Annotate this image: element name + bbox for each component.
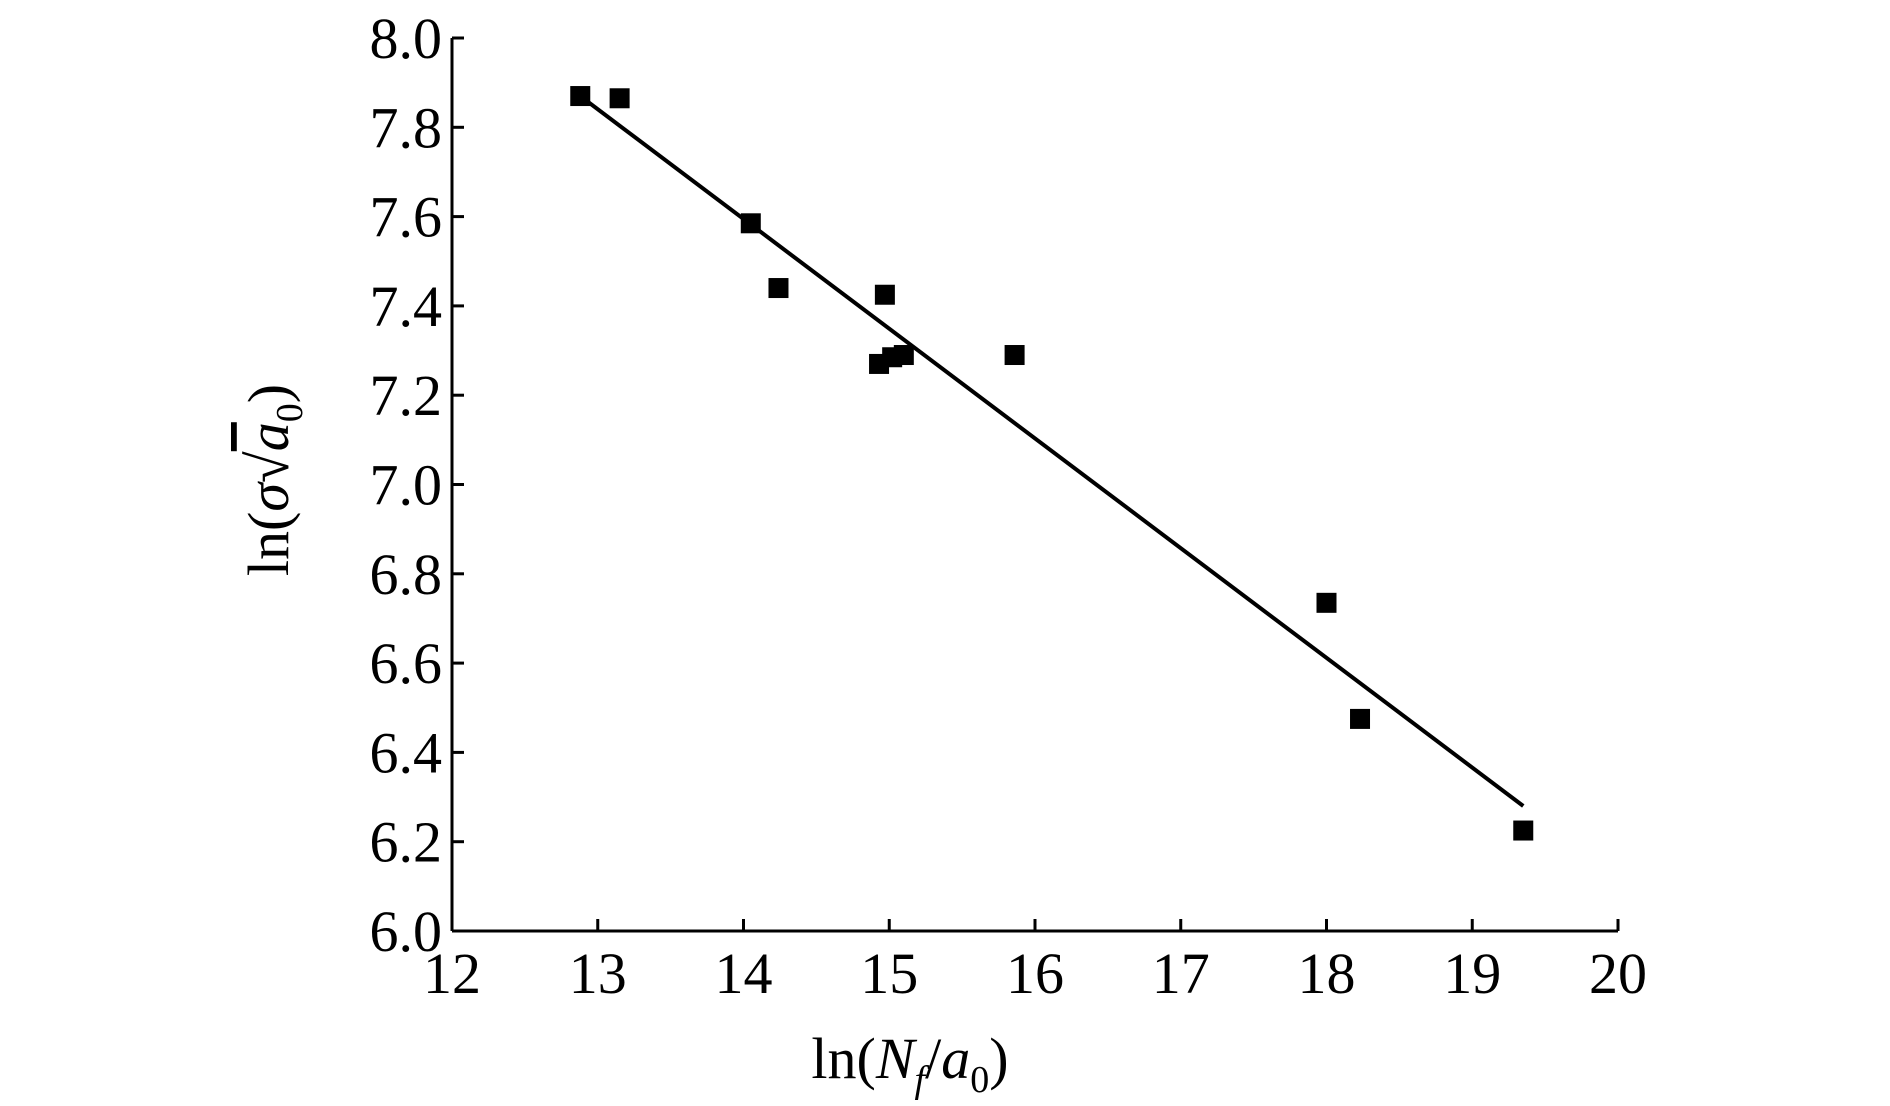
x-tick-label: 20 bbox=[1589, 941, 1647, 1006]
axes: 12 13 14 15 16 17 18 19 20 6.0 6.2 6.4 6.6 6.8 7.0 7.2… bbox=[370, 6, 1648, 1006]
y-ticks: 6.0 6.2 6.4 6.6 6.8 7.0 7.2 7.4 7.6 7.8 8.0 bbox=[370, 6, 464, 964]
data-point bbox=[609, 88, 630, 109]
data-point bbox=[1316, 592, 1337, 613]
data-point bbox=[1350, 708, 1371, 729]
x-tick-label: 16 bbox=[1006, 941, 1064, 1006]
data-point bbox=[768, 278, 789, 299]
y-tick-label: 7.2 bbox=[370, 363, 443, 428]
y-tick-label: 7.4 bbox=[370, 274, 443, 339]
fit-line-group bbox=[581, 96, 1525, 808]
y-tick-label: 6.8 bbox=[370, 542, 443, 607]
fit-line bbox=[581, 96, 1525, 808]
data-point bbox=[570, 86, 591, 107]
x-tick-label: 15 bbox=[860, 941, 918, 1006]
y-tick-label: 6.2 bbox=[370, 810, 443, 875]
data-point bbox=[1513, 820, 1534, 841]
x-tick-label: 13 bbox=[569, 941, 627, 1006]
data-points bbox=[570, 86, 1534, 841]
y-tick-label: 8.0 bbox=[370, 6, 443, 71]
x-tick-label: 17 bbox=[1152, 941, 1210, 1006]
x-tick-label: 18 bbox=[1298, 941, 1356, 1006]
x-tick-label: 19 bbox=[1443, 941, 1501, 1006]
data-point bbox=[740, 213, 761, 234]
y-tick-label: 6.4 bbox=[370, 720, 443, 785]
data-point bbox=[893, 345, 914, 366]
y-tick-label: 6.6 bbox=[370, 631, 443, 696]
data-point bbox=[874, 284, 895, 305]
x-tick-label: 14 bbox=[715, 941, 773, 1006]
y-tick-label: 7.0 bbox=[370, 453, 443, 518]
x-axis-label: ln(Nf/a0) bbox=[811, 1026, 1008, 1101]
data-point bbox=[1004, 345, 1025, 366]
y-tick-label: 7.8 bbox=[370, 95, 443, 160]
y-axis-label: ln(σ√a0) bbox=[236, 384, 311, 576]
y-tick-label: 6.0 bbox=[370, 899, 443, 964]
y-tick-label: 7.6 bbox=[370, 185, 443, 250]
x-tick-label: 12 bbox=[423, 941, 481, 1006]
x-ticks: 12 13 14 15 16 17 18 19 20 bbox=[423, 919, 1647, 1006]
